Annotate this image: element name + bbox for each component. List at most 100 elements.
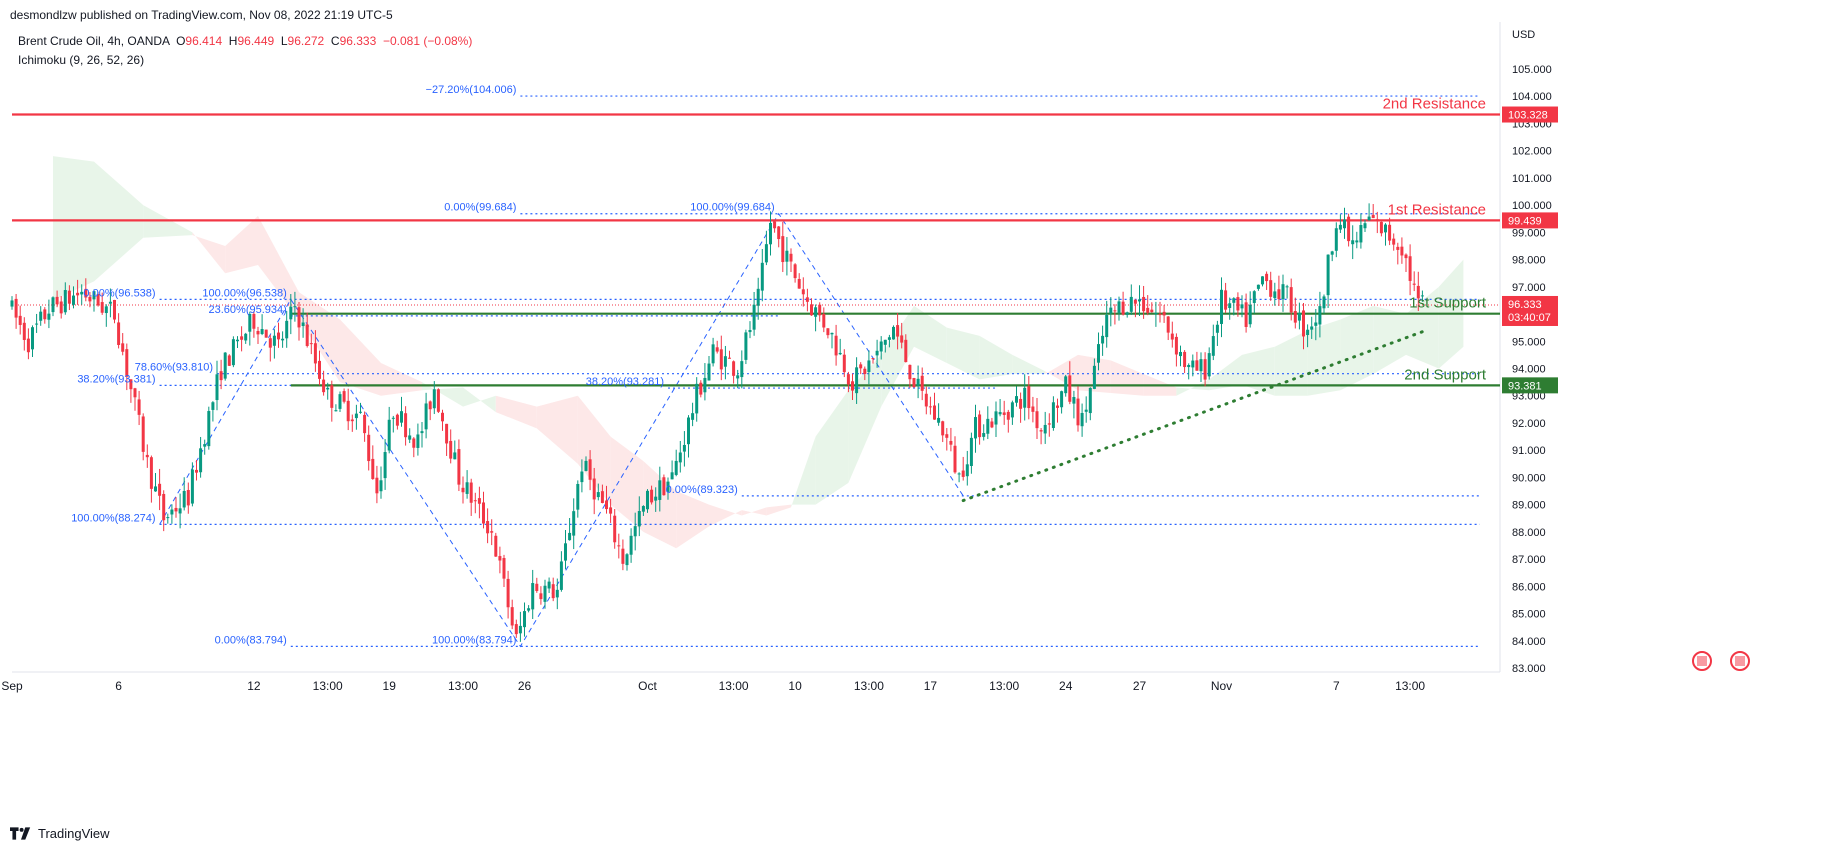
candle-body [1396, 246, 1400, 250]
candle-body [35, 323, 39, 325]
candle-body [1224, 290, 1228, 310]
candle-body [395, 414, 399, 426]
resistance-label: 2nd Resistance [1383, 96, 1486, 113]
candle-body [1285, 286, 1289, 288]
candle-body [658, 480, 662, 500]
cloud-segment-bearish [610, 436, 644, 532]
candle-body [732, 361, 736, 376]
x-tick-label: 26 [518, 679, 532, 693]
candle-body [600, 491, 604, 503]
fib-level-label: 100.00%(96.538) [202, 287, 286, 299]
candle-body [518, 625, 522, 634]
candle-body [822, 313, 826, 328]
symbol-legend: Brent Crude Oil, 4h, OANDA O96.414 H96.4… [18, 34, 472, 48]
y-tick-label: 95.000 [1512, 336, 1546, 348]
x-tick-label: 24 [1059, 679, 1073, 693]
x-tick-label: 13:00 [448, 679, 478, 693]
candle-body [1261, 276, 1264, 285]
candle-body [313, 343, 317, 364]
y-tick-label: 93.000 [1512, 391, 1546, 403]
fib-level-label: −27.20%(104.006) [426, 84, 517, 96]
candle-body [76, 292, 80, 296]
candle-body [84, 288, 88, 298]
candle-body [207, 411, 211, 447]
candle-body [387, 419, 391, 451]
y-tick-label: 102.000 [1512, 146, 1552, 158]
candle-body [510, 607, 514, 626]
candle-body [404, 413, 408, 438]
candle-body [113, 299, 116, 320]
candle-body [22, 322, 26, 340]
candle-body [896, 325, 900, 337]
tradingview-logo-icon [10, 827, 31, 840]
fib-level-label: 0.00%(99.684) [444, 202, 516, 214]
candle-body [514, 624, 518, 635]
candle-body [1248, 304, 1252, 325]
candle-body [1289, 287, 1293, 313]
x-tick-label: 13:00 [719, 679, 749, 693]
resistance-price-badge-bg [1502, 106, 1558, 123]
candle-body [1314, 322, 1318, 326]
candle-body [346, 400, 350, 422]
candle-body [219, 371, 223, 381]
candle-body [1326, 254, 1330, 296]
candle-body [1420, 295, 1424, 297]
candle-body [285, 320, 289, 339]
candle-body [871, 358, 875, 360]
candle-body [215, 374, 219, 401]
candle-body [654, 496, 658, 501]
cloud-segment-bullish [1274, 330, 1308, 396]
candle-body [502, 558, 506, 579]
cloud-segment-bullish [914, 305, 947, 364]
candle-body [420, 431, 424, 434]
candle-body [506, 578, 510, 608]
candle-body [1207, 353, 1211, 377]
candle-body [879, 341, 883, 352]
candle-body [305, 324, 309, 346]
candle-body [1232, 298, 1236, 303]
fib-level-label: 0.00%(83.794) [215, 634, 287, 646]
fib-level-label: 23.60%(95.934) [209, 304, 287, 316]
tradingview-brand[interactable]: TradingView [10, 826, 110, 841]
candle-body [350, 419, 354, 422]
candle-body [190, 469, 194, 504]
candle-body [129, 379, 133, 390]
candle-body [838, 352, 842, 355]
candle-body [96, 294, 100, 306]
candle-body [617, 545, 621, 547]
candle-body [555, 589, 559, 598]
candle-body [982, 433, 986, 437]
x-tick-label: 6 [115, 679, 122, 693]
candle-body [1076, 398, 1080, 426]
last-price-badge-bg [1502, 295, 1558, 326]
cloud-segment-bullish [1012, 354, 1046, 374]
candle-body [551, 584, 555, 599]
resistance-label: 1st Resistance [1388, 201, 1486, 218]
high-label: H [228, 34, 238, 48]
candle-body [375, 477, 379, 494]
candle-body [428, 401, 432, 410]
candle-body [1015, 396, 1018, 403]
candle-body [354, 413, 358, 419]
candle-body [924, 393, 928, 407]
candle-body [432, 389, 436, 409]
candle-body [1113, 310, 1117, 312]
candle-body [1158, 313, 1162, 316]
x-tick-label: 13:00 [989, 679, 1019, 693]
candle-body [1302, 310, 1305, 337]
candle-body [1277, 289, 1281, 300]
candle-body [1129, 296, 1133, 312]
candle-body [855, 367, 859, 394]
fib-level-label: 38.20%(93.281) [586, 376, 664, 388]
candle-body [1080, 412, 1084, 427]
candle-body [986, 418, 990, 434]
candle-body [916, 378, 920, 386]
candle-body [149, 457, 153, 489]
support-price-badge-bg [1502, 377, 1558, 394]
candle-body [88, 296, 92, 302]
candle-body [1097, 344, 1100, 363]
candle-body [596, 492, 600, 498]
candle-body [289, 306, 293, 320]
y-tick-label: 92.000 [1512, 418, 1546, 430]
